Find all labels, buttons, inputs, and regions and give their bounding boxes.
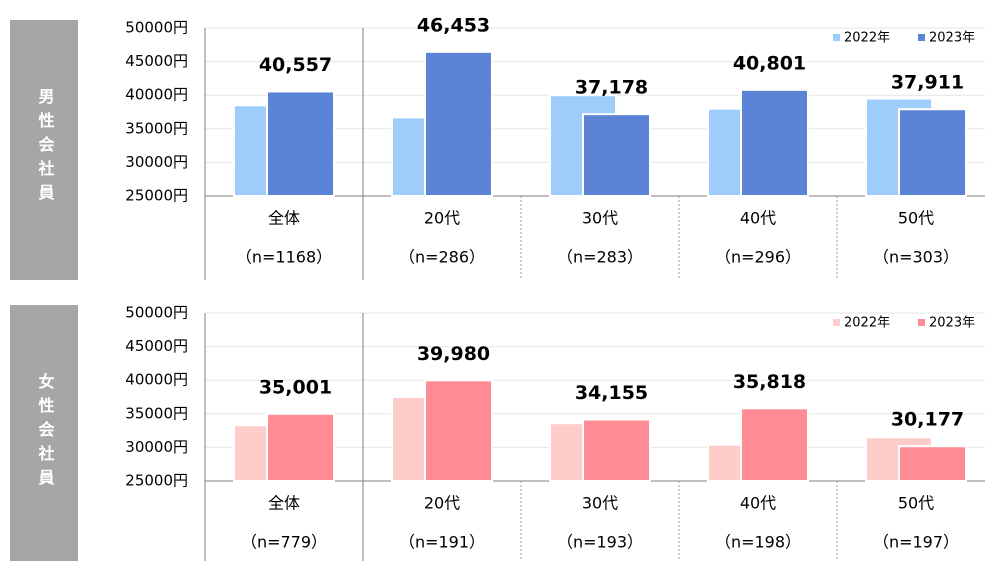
value-label: 37,911 — [891, 72, 964, 94]
x-tick-label: 40代 — [740, 209, 776, 228]
value-label: 39,980 — [417, 343, 490, 365]
sample-size: （n=1168） — [236, 248, 332, 267]
side-label: 女性会社員 — [36, 372, 56, 493]
y-tick-label: 45000円 — [125, 52, 188, 70]
legend-swatch — [833, 319, 840, 326]
bar — [424, 379, 493, 483]
legend-label: 2023年 — [929, 316, 975, 331]
legend-label: 2023年 — [929, 31, 975, 46]
side-panel — [10, 305, 78, 561]
legend-swatch — [833, 34, 840, 41]
sample-size: （n=303） — [873, 248, 959, 267]
x-tick-label: 50代 — [898, 209, 934, 228]
bar — [898, 108, 967, 197]
x-tick-label: 50代 — [898, 494, 934, 513]
x-tick-label: 全体 — [268, 494, 300, 513]
bar — [582, 418, 651, 482]
x-tick-label: 20代 — [424, 494, 460, 513]
y-tick-label: 50000円 — [125, 19, 188, 37]
value-label: 35,001 — [259, 376, 332, 398]
side-label: 男性会社員 — [36, 88, 56, 208]
y-tick-label: 50000円 — [125, 304, 188, 322]
y-tick-label: 40000円 — [125, 371, 188, 389]
sample-size: （n=283） — [557, 248, 643, 267]
legend-label: 2022年 — [844, 31, 890, 46]
x-tick-label: 20代 — [424, 209, 460, 228]
value-label: 40,557 — [259, 54, 332, 76]
bar — [740, 88, 809, 197]
sample-size: （n=191） — [399, 533, 485, 552]
sample-size: （n=193） — [557, 533, 643, 552]
x-tick-label: 全体 — [268, 209, 300, 228]
x-tick-label: 30代 — [582, 209, 618, 228]
y-tick-label: 35000円 — [125, 404, 188, 422]
bar — [266, 90, 335, 197]
legend-swatch — [918, 319, 925, 326]
bar — [424, 50, 493, 197]
value-label: 46,453 — [417, 14, 490, 36]
bar — [582, 113, 651, 197]
value-label: 35,818 — [733, 371, 806, 393]
side-panel — [10, 20, 78, 280]
y-tick-label: 25000円 — [125, 187, 188, 205]
legend-swatch — [918, 34, 925, 41]
sample-size: （n=197） — [873, 533, 959, 552]
sample-size: （n=286） — [399, 248, 485, 267]
bar — [740, 407, 809, 482]
y-tick-label: 25000円 — [125, 472, 188, 490]
y-tick-label: 40000円 — [125, 86, 188, 104]
sample-size: （n=779） — [241, 533, 327, 552]
sample-size: （n=198） — [715, 533, 801, 552]
value-label: 30,177 — [891, 409, 964, 431]
value-label: 34,155 — [575, 382, 648, 404]
y-tick-label: 30000円 — [125, 153, 188, 171]
x-tick-label: 40代 — [740, 494, 776, 513]
y-tick-label: 35000円 — [125, 119, 188, 137]
bar — [898, 445, 967, 483]
sample-size: （n=296） — [715, 248, 801, 267]
y-tick-label: 30000円 — [125, 438, 188, 456]
legend-label: 2022年 — [844, 316, 890, 331]
y-tick-label: 45000円 — [125, 337, 188, 355]
value-label: 40,801 — [733, 52, 806, 74]
x-tick-label: 30代 — [582, 494, 618, 513]
value-label: 37,178 — [575, 77, 648, 99]
bar — [266, 412, 335, 482]
